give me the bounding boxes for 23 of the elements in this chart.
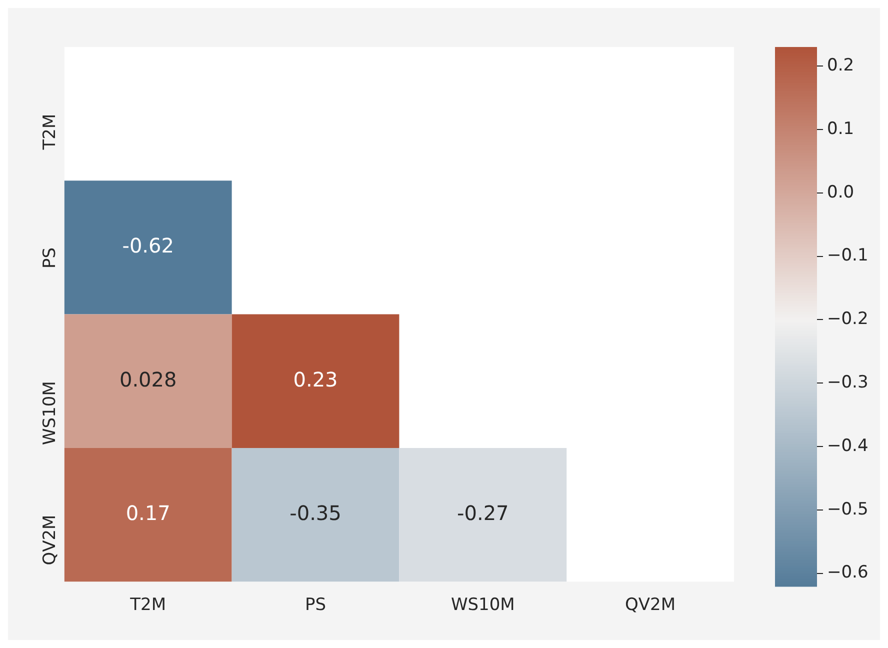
- color-bar-label: −0.4: [827, 436, 868, 456]
- color-bar-label: −0.6: [827, 562, 868, 583]
- x-tick-label: T2M: [129, 595, 166, 616]
- data-label: -0.35: [290, 500, 342, 525]
- color-bar-label: −0.3: [827, 372, 868, 393]
- x-tick-label: WS10M: [450, 595, 515, 616]
- color-bar-label: 0.1: [827, 118, 854, 139]
- color-bar-label: −0.1: [827, 246, 868, 266]
- x-tick-label: PS: [304, 595, 326, 616]
- y-tick-label: WS10M: [40, 381, 60, 446]
- data-label: 0.23: [293, 367, 338, 392]
- data-label: -0.27: [457, 500, 509, 525]
- y-tick-label: PS: [40, 247, 60, 269]
- x-tick-label: QV2M: [625, 595, 676, 616]
- color-bar-label: −0.5: [827, 499, 868, 520]
- data-label: -0.62: [122, 234, 174, 258]
- color-bar-label: 0.2: [827, 55, 854, 76]
- color-bar-label: 0.0: [827, 182, 854, 202]
- data-label: 0.17: [126, 500, 170, 525]
- data-label: 0.028: [119, 367, 177, 392]
- color-bar-label: −0.2: [827, 309, 868, 330]
- y-tick-label: QV2M: [40, 514, 60, 566]
- y-tick-label: T2M: [40, 114, 60, 151]
